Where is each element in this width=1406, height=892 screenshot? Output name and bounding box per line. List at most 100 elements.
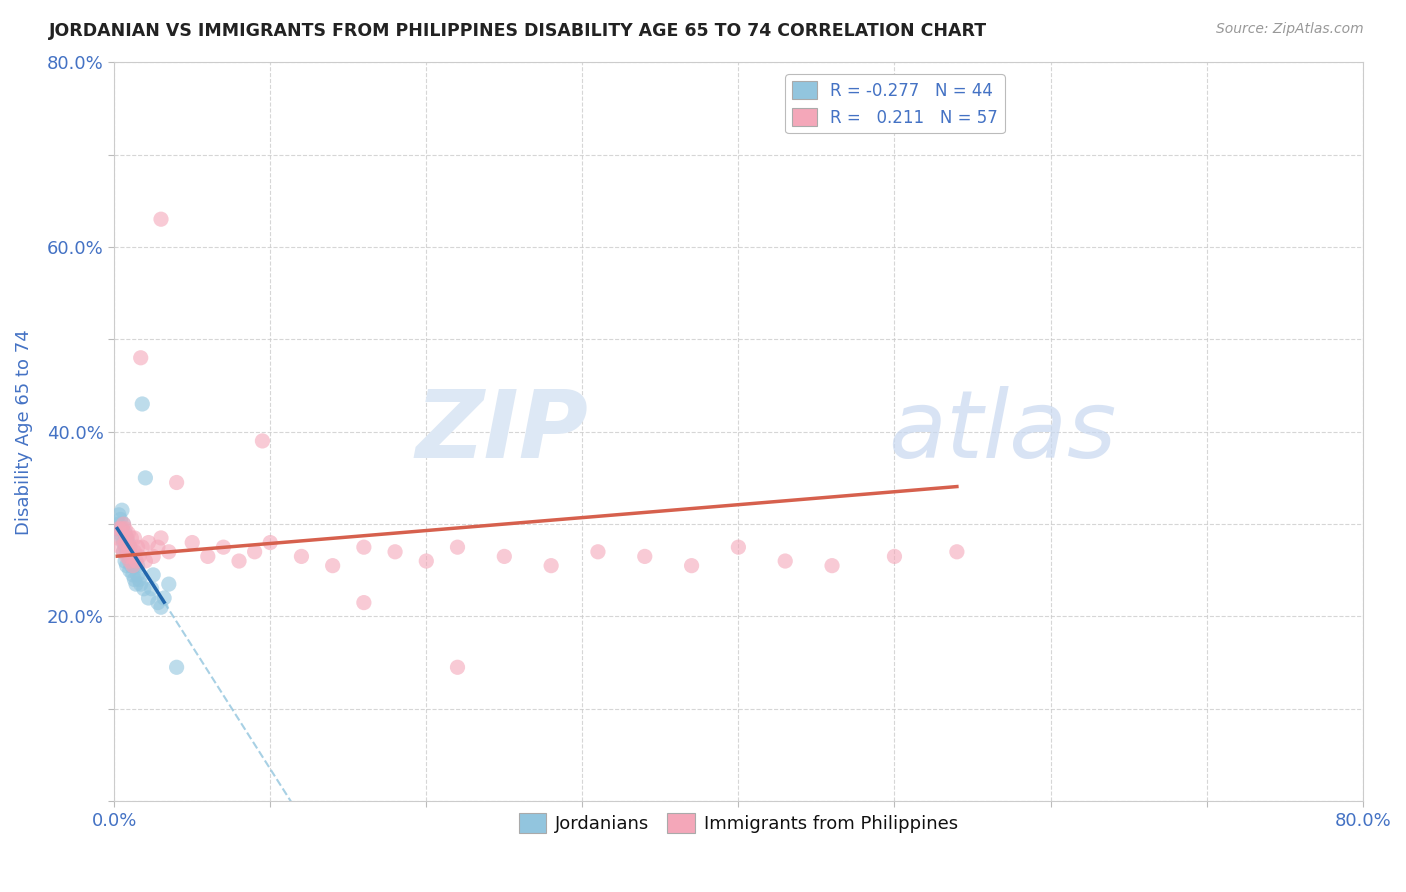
Point bbox=[131, 540, 153, 554]
Point bbox=[118, 554, 141, 568]
Point bbox=[124, 531, 146, 545]
Point bbox=[131, 397, 153, 411]
Point bbox=[773, 554, 796, 568]
Point bbox=[415, 554, 437, 568]
Point bbox=[128, 573, 150, 587]
Point bbox=[117, 535, 139, 549]
Point bbox=[153, 591, 176, 605]
Point bbox=[353, 596, 375, 610]
Point bbox=[108, 522, 131, 536]
Point bbox=[125, 554, 148, 568]
Point bbox=[134, 471, 156, 485]
Point bbox=[114, 540, 136, 554]
Legend: Jordanians, Immigrants from Philippines: Jordanians, Immigrants from Philippines bbox=[512, 806, 965, 840]
Point bbox=[384, 545, 406, 559]
Point bbox=[138, 535, 160, 549]
Point bbox=[114, 535, 136, 549]
Point bbox=[883, 549, 905, 564]
Point bbox=[114, 526, 136, 541]
Point bbox=[322, 558, 344, 573]
Point bbox=[118, 540, 141, 554]
Point bbox=[181, 535, 204, 549]
Text: atlas: atlas bbox=[889, 386, 1116, 477]
Point bbox=[634, 549, 657, 564]
Point bbox=[129, 577, 152, 591]
Point bbox=[111, 531, 134, 545]
Point bbox=[122, 567, 145, 582]
Point bbox=[243, 545, 266, 559]
Point bbox=[117, 526, 139, 541]
Point bbox=[105, 522, 128, 536]
Point bbox=[127, 540, 149, 554]
Point bbox=[681, 558, 703, 573]
Point bbox=[134, 554, 156, 568]
Point bbox=[252, 434, 274, 448]
Point bbox=[146, 540, 169, 554]
Point bbox=[157, 545, 180, 559]
Point bbox=[115, 549, 138, 564]
Point bbox=[112, 545, 135, 559]
Point bbox=[138, 591, 160, 605]
Point bbox=[110, 540, 132, 554]
Point bbox=[946, 545, 969, 559]
Point bbox=[212, 540, 235, 554]
Point bbox=[124, 573, 146, 587]
Point bbox=[125, 577, 148, 591]
Point bbox=[110, 512, 132, 526]
Point bbox=[110, 526, 132, 541]
Point bbox=[115, 531, 138, 545]
Point bbox=[120, 549, 142, 564]
Point bbox=[112, 517, 135, 532]
Text: ZIP: ZIP bbox=[416, 385, 589, 478]
Point bbox=[540, 558, 562, 573]
Point bbox=[586, 545, 609, 559]
Text: Source: ZipAtlas.com: Source: ZipAtlas.com bbox=[1216, 22, 1364, 37]
Point bbox=[141, 582, 163, 596]
Point bbox=[115, 558, 138, 573]
Point bbox=[166, 660, 188, 674]
Point bbox=[105, 531, 128, 545]
Text: JORDANIAN VS IMMIGRANTS FROM PHILIPPINES DISABILITY AGE 65 TO 74 CORRELATION CHA: JORDANIAN VS IMMIGRANTS FROM PHILIPPINES… bbox=[49, 22, 987, 40]
Point bbox=[124, 558, 146, 573]
Point bbox=[112, 545, 135, 559]
Point bbox=[127, 558, 149, 573]
Point bbox=[132, 582, 155, 596]
Point bbox=[150, 531, 173, 545]
Point bbox=[127, 567, 149, 582]
Point bbox=[197, 549, 219, 564]
Point bbox=[122, 554, 145, 568]
Point bbox=[114, 554, 136, 568]
Point bbox=[118, 563, 141, 577]
Point bbox=[353, 540, 375, 554]
Point bbox=[150, 600, 173, 615]
Point bbox=[112, 535, 135, 549]
Point bbox=[120, 558, 142, 573]
Point bbox=[166, 475, 188, 490]
Point bbox=[118, 554, 141, 568]
Point bbox=[142, 549, 165, 564]
Point bbox=[128, 549, 150, 564]
Point bbox=[129, 351, 152, 365]
Point bbox=[118, 540, 141, 554]
Point bbox=[259, 535, 281, 549]
Point bbox=[111, 522, 134, 536]
Point bbox=[821, 558, 844, 573]
Point bbox=[120, 531, 142, 545]
Point bbox=[112, 517, 135, 532]
Point bbox=[111, 503, 134, 517]
Point bbox=[727, 540, 749, 554]
Point bbox=[142, 567, 165, 582]
Point bbox=[120, 549, 142, 564]
Point bbox=[115, 545, 138, 559]
Y-axis label: Disability Age 65 to 74: Disability Age 65 to 74 bbox=[15, 329, 32, 534]
Point bbox=[290, 549, 312, 564]
Point bbox=[494, 549, 516, 564]
Point bbox=[157, 577, 180, 591]
Point bbox=[111, 522, 134, 536]
Point bbox=[446, 660, 468, 674]
Point bbox=[124, 545, 146, 559]
Point bbox=[108, 517, 131, 532]
Point bbox=[122, 558, 145, 573]
Point bbox=[117, 545, 139, 559]
Point bbox=[117, 549, 139, 564]
